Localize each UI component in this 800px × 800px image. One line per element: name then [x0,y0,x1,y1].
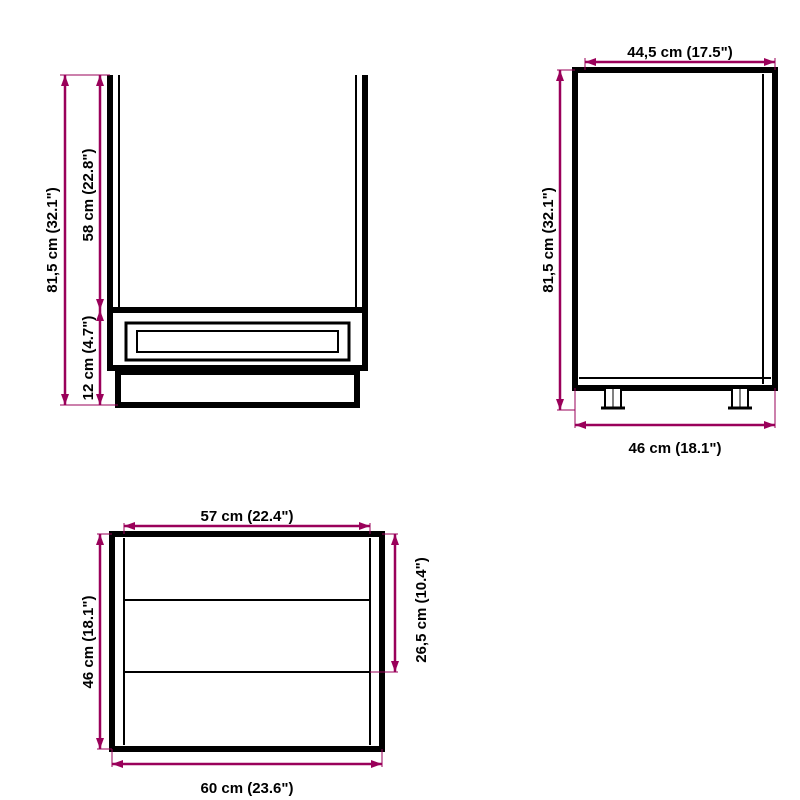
dimension-label: 44,5 cm (17.5") [627,44,733,61]
dimension-label: 81,5 cm (32.1") [540,187,557,293]
dimension-label: 46 cm (18.1") [629,440,722,457]
dimension-label: 26,5 cm (10.4") [413,557,430,663]
dimension-label: 57 cm (22.4") [201,508,294,525]
dimension-label: 60 cm (23.6") [201,780,294,797]
dimension-label: 12 cm (4.7") [80,316,97,401]
dimension-label: 46 cm (18.1") [80,596,97,689]
dimension-label: 58 cm (22.8") [80,149,97,242]
dimension-drawing [0,0,800,800]
dimension-label: 81,5 cm (32.1") [44,187,61,293]
